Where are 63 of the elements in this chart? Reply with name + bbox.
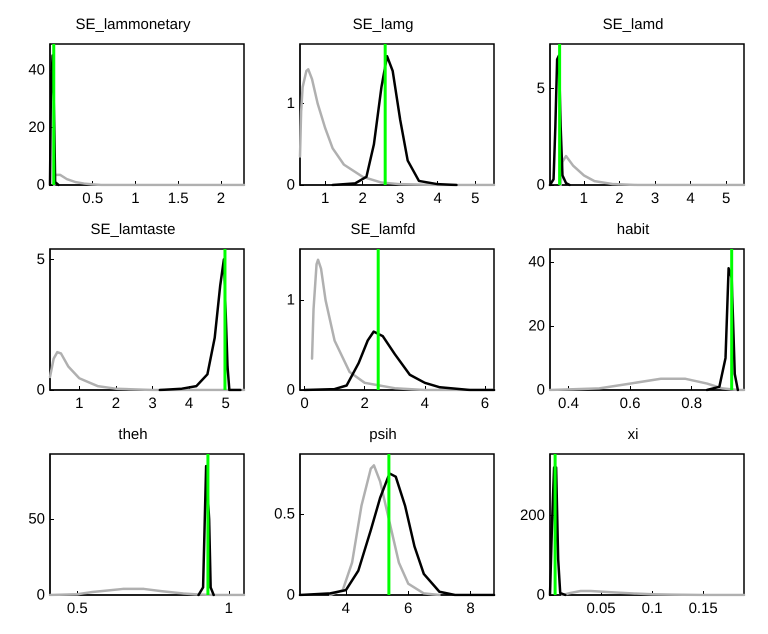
chart-title: psih [369, 426, 397, 443]
x-tick-label: 4 [184, 395, 194, 412]
x-tick-label: 6 [404, 600, 412, 617]
chart-title: SE_lamg [352, 16, 414, 33]
x-tick-label: 5 [471, 190, 480, 207]
x-tick-label: 1 [320, 190, 330, 207]
x-tick-label: 2 [112, 395, 120, 412]
x-tick-label: 0.6 [620, 395, 640, 412]
x-tick-label: 0.5 [66, 600, 88, 617]
y-tick-label: 0 [36, 382, 45, 398]
y-tick-label: 40 [28, 61, 45, 78]
x-tick-label: 1.5 [168, 190, 189, 207]
x-tick-label: 1 [580, 190, 588, 207]
y-tick-label: 1 [286, 292, 295, 309]
x-tick-label: 0.1 [642, 600, 663, 617]
y-tick-label: 0 [536, 382, 545, 398]
y-tick-label: 200 [520, 506, 545, 524]
x-tick-label: 0.05 [586, 600, 616, 617]
x-tick-label: 2 [360, 395, 369, 412]
x-tick-label: 5 [722, 190, 730, 207]
x-tick-label: 1 [75, 395, 84, 412]
y-tick-label: 0 [286, 382, 295, 398]
x-tick-label: 1 [131, 190, 140, 207]
x-tick-label: 0.8 [681, 395, 702, 412]
chart-title: SE_lamfd [350, 221, 416, 238]
x-tick-label: 0.15 [688, 600, 718, 617]
y-tick-label: 5 [36, 250, 45, 268]
x-tick-label: 0 [300, 395, 309, 412]
y-tick-label: 0 [36, 586, 45, 604]
x-tick-label: 2 [615, 190, 624, 207]
x-tick-label: 3 [148, 395, 157, 412]
y-tick-label: 20 [28, 118, 45, 136]
chart-title: SE_lamtaste [90, 221, 176, 238]
x-tick-label: 0.5 [82, 190, 104, 207]
y-tick-label: 40 [528, 253, 545, 270]
x-tick-label: 2 [358, 190, 367, 207]
x-tick-label: 4 [434, 190, 442, 207]
x-tick-label: 4 [420, 395, 429, 412]
x-tick-label: 2 [216, 190, 226, 207]
chart-title: SE_lammonetary [75, 16, 192, 33]
y-tick-label: 1 [286, 94, 295, 112]
x-tick-label: 6 [480, 395, 490, 412]
y-tick-label: 20 [528, 317, 545, 334]
y-tick-label: 0 [536, 586, 545, 604]
y-tick-label: 0 [286, 176, 295, 194]
chart-title: xi [628, 426, 638, 443]
y-tick-label: 0 [286, 586, 295, 604]
x-tick-label: 3 [396, 190, 404, 207]
chart-title: SE_lamd [602, 16, 664, 33]
x-tick-label: 1 [224, 600, 234, 617]
y-tick-label: 50 [28, 510, 45, 528]
y-tick-label: 0 [536, 176, 545, 194]
x-tick-label: 5 [222, 395, 230, 412]
chart-title: habit [616, 221, 650, 238]
chart-title: theh [118, 426, 148, 443]
y-tick-label: 5 [536, 80, 545, 97]
x-tick-label: 4 [686, 190, 695, 207]
x-tick-label: 8 [466, 600, 475, 617]
y-tick-label: 0 [36, 176, 45, 194]
x-tick-label: 3 [650, 190, 660, 207]
y-tick-label: 0.5 [274, 505, 295, 522]
x-tick-label: 4 [342, 600, 350, 617]
x-tick-label: 0.4 [558, 395, 579, 412]
